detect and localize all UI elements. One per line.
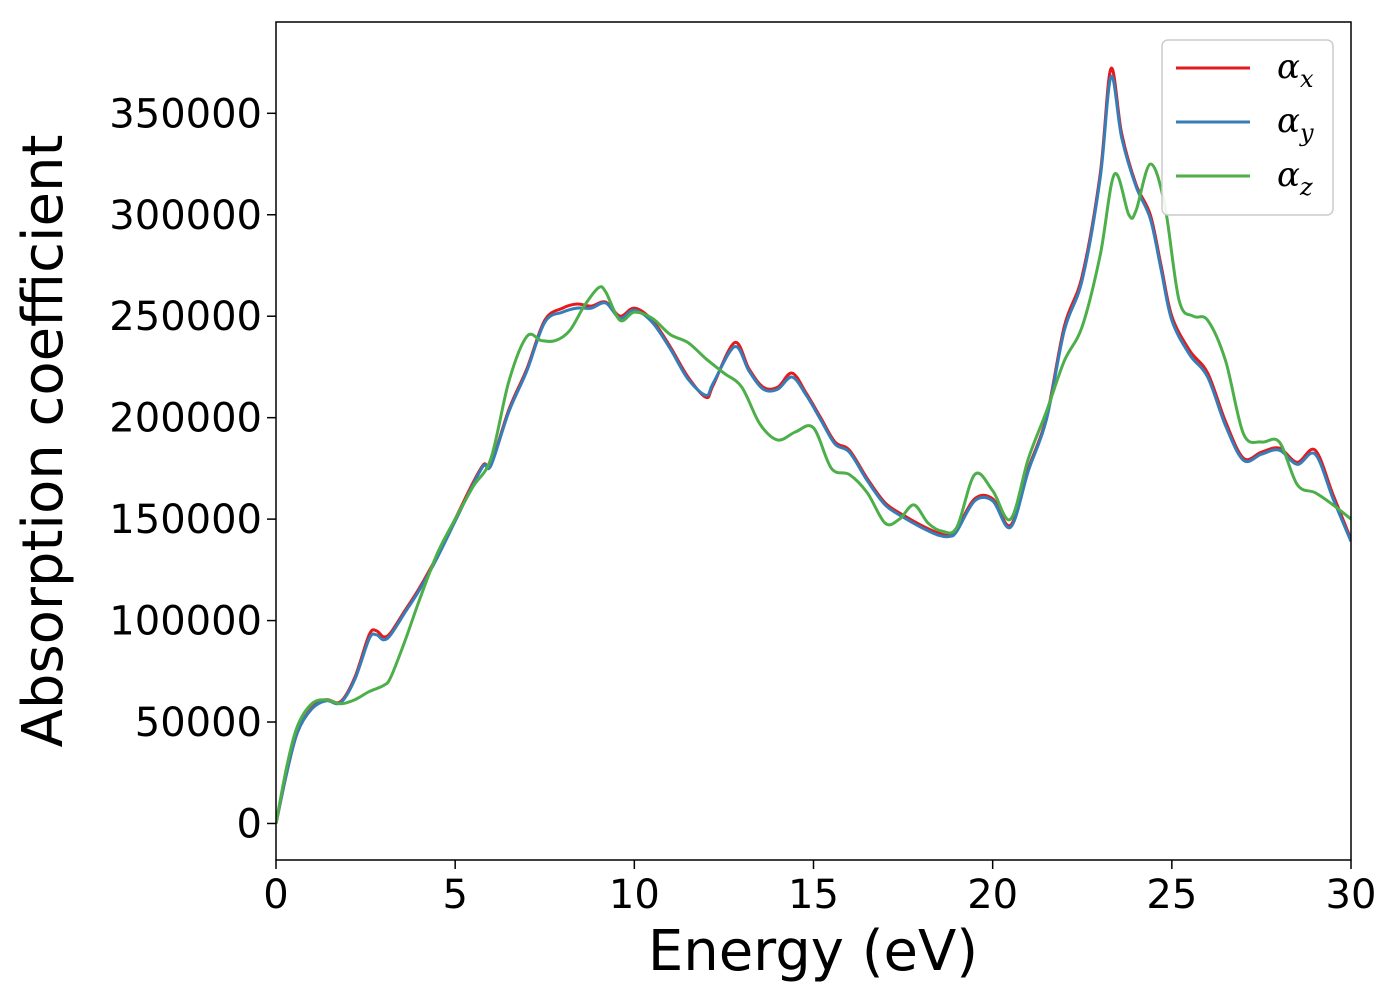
y-axis-label: Absorption coefficient [11, 135, 76, 748]
x-tick-label: 5 [442, 872, 467, 918]
x-tick-label: 20 [967, 872, 1018, 918]
y-tick-label: 200000 [109, 396, 262, 442]
y-tick-label: 250000 [109, 294, 262, 340]
x-axis: 0 5 10 15 20 25 30 [263, 860, 1376, 918]
legend-label-sub: z [1299, 173, 1313, 201]
legend-label-z: αz [1277, 155, 1313, 201]
y-tick-label: 150000 [109, 497, 262, 543]
series-line-y [276, 74, 1351, 824]
y-tick-label: 0 [237, 801, 262, 847]
series-line-z [276, 162, 1351, 824]
legend-label-sub: y [1299, 119, 1314, 147]
legend-label-x: αx [1277, 47, 1314, 93]
legend-box [1161, 39, 1334, 216]
y-tick-label: 300000 [109, 193, 262, 239]
x-tick-label: 30 [1326, 872, 1377, 918]
x-tick-label: 0 [263, 872, 288, 918]
x-tick-label: 15 [788, 872, 839, 918]
y-tick-label: 100000 [109, 599, 262, 645]
x-tick-label: 25 [1146, 872, 1197, 918]
y-tick-label: 50000 [135, 700, 262, 746]
x-tick-label: 10 [609, 872, 660, 918]
legend-label-y: αy [1277, 101, 1314, 147]
legend-label-main: α [1277, 47, 1300, 87]
legend-label-main: α [1277, 101, 1300, 141]
y-axis: 0 50000 100000 150000 200000 250000 300000 3500… [109, 91, 276, 847]
legend-label-sub: x [1300, 65, 1314, 93]
y-tick-label: 350000 [109, 91, 262, 137]
x-axis-label: Energy (eV) [648, 919, 978, 984]
legend-label-main: α [1277, 155, 1300, 195]
